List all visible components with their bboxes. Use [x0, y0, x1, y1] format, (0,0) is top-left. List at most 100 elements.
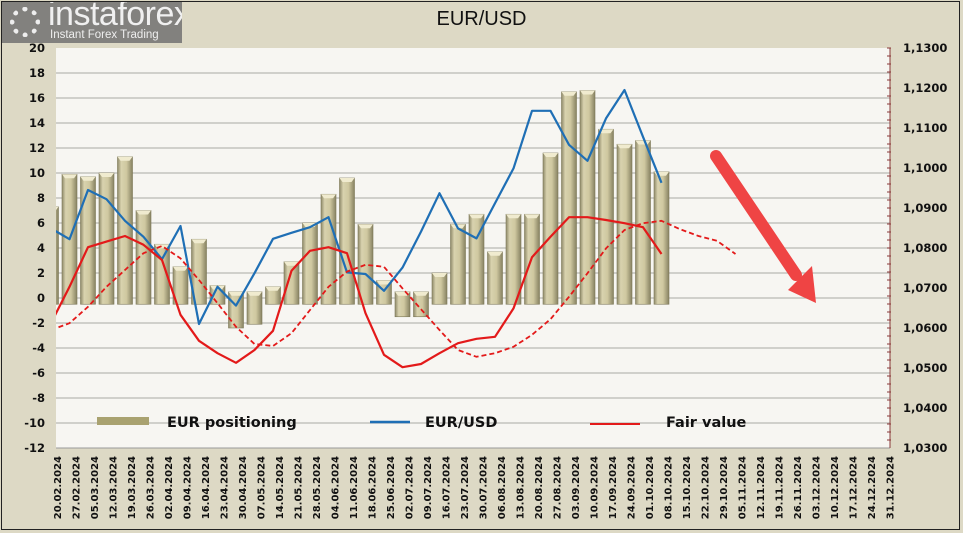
left-axis-tick-label: 2 [37, 266, 45, 280]
x-axis-tick-label: 28.05.2024 [312, 456, 323, 519]
bar-body [653, 171, 670, 305]
left-axis-tick-label: 4 [37, 241, 45, 255]
left-axis-tick-label: 6 [37, 216, 45, 230]
x-axis-tick-label: 14.05.2024 [275, 456, 286, 519]
bar-top-bevel [80, 176, 96, 181]
x-axis-tick-label: 09.07.2024 [423, 456, 434, 519]
left-axis-tick-label: -4 [32, 341, 45, 355]
x-axis-tick-label: 01.10.2024 [645, 456, 656, 519]
logo-name: instaforex [48, 2, 182, 33]
x-axis-tick-label: 12.03.2024 [109, 456, 120, 519]
bar [542, 152, 559, 305]
bar-body [302, 222, 318, 305]
bar-top-bevel [339, 178, 355, 182]
bar [635, 140, 651, 305]
bar-top-bevel [506, 214, 521, 219]
x-axis-tick-label: 30.07.2024 [479, 456, 490, 519]
bar-body [283, 261, 300, 305]
bar-body [542, 152, 559, 305]
bar [117, 156, 133, 305]
left-axis-tick-label: -12 [24, 441, 45, 455]
x-axis-tick-label: 15.10.2024 [682, 456, 693, 519]
x-axis-tick-label: 16.07.2024 [442, 456, 453, 519]
right-axis-tick-label: 1,0500 [903, 361, 947, 375]
bar-top-bevel [358, 224, 373, 229]
x-axis-tick-label: 19.03.2024 [127, 456, 138, 519]
x-axis-tick-label: 20.08.2024 [534, 456, 545, 519]
bar [653, 171, 670, 305]
x-axis-tick-label: 03.12.2024 [812, 456, 823, 519]
x-axis-tick-label: 10.12.2024 [830, 456, 841, 519]
x-axis-tick-label: 10.09.2024 [590, 456, 601, 519]
left-axis-tick-label: 14 [29, 116, 45, 130]
bar-top-bevel [321, 194, 336, 199]
bar [450, 223, 466, 305]
x-axis-tick-label: 05.11.2024 [738, 456, 749, 519]
bar-top-bevel [598, 129, 614, 134]
x-axis-tick-label: 29.10.2024 [719, 456, 730, 519]
left-axis-tick-label: 8 [37, 191, 45, 205]
right-axis-tick-label: 1,0900 [903, 201, 947, 215]
instaforex-logo: instaforex Instant Forex Trading [2, 2, 182, 43]
bar-top-bevel [561, 91, 577, 96]
bar-top-bevel [580, 90, 595, 95]
x-axis-tick-label: 24.09.2024 [627, 456, 638, 519]
bar-top-bevel [487, 251, 503, 256]
left-axis-tick-label: 10 [29, 166, 45, 180]
bar-top-bevel [432, 273, 447, 277]
bar [302, 222, 318, 305]
right-axis-tick-label: 1,1300 [903, 41, 947, 55]
bar [598, 128, 614, 305]
bar-top-bevel [62, 174, 77, 179]
bar [172, 266, 189, 305]
x-axis-tick-label: 12.11.2024 [756, 456, 767, 519]
x-axis-tick-label: 22.10.2024 [701, 456, 712, 519]
bar [505, 213, 522, 305]
x-axis-tick-label: 04.06.2024 [331, 456, 342, 519]
fair-value-dashed-line [56, 219, 737, 358]
bar [265, 286, 281, 305]
right-axis-tick-label: 1,0600 [903, 321, 947, 335]
bar-body [80, 176, 96, 305]
right-axis-tick-label: 1,1100 [903, 121, 947, 135]
right-axis-tick-label: 1,0700 [903, 281, 947, 295]
bar [357, 223, 374, 305]
x-axis-tick-label: 03.09.2024 [571, 456, 582, 519]
bar [431, 272, 448, 305]
bar-top-bevel [376, 280, 392, 285]
down-arrow-annotation [710, 150, 816, 303]
left-axis-tick-label: 12 [29, 141, 45, 155]
x-axis-tick-label: 21.05.2024 [294, 456, 305, 519]
bar [394, 291, 411, 318]
left-axis-tick-label: 18 [29, 66, 45, 80]
bar [413, 291, 429, 318]
x-axis-tick-label: 05.03.2024 [90, 456, 101, 519]
legend-swatch-positioning [97, 417, 149, 425]
bar [487, 251, 503, 305]
fair-value-line [56, 216, 663, 369]
x-axis-tick-label: 19.11.2024 [775, 456, 786, 519]
x-axis-tick-label: 02.04.2024 [164, 456, 175, 519]
bar-top-bevel [117, 156, 133, 161]
bar-body [246, 291, 263, 325]
left-axis-tick-label: -8 [32, 391, 45, 405]
logo-tagline: Instant Forex Trading [50, 29, 159, 41]
bar [246, 291, 263, 325]
x-axis-tick-label: 26.03.2024 [146, 456, 157, 519]
x-axis-tick-label: 09.04.2024 [183, 456, 194, 519]
x-axis-tick-label: 27.02.2024 [72, 456, 83, 519]
x-axis-tick-label: 24.12.2024 [867, 456, 878, 519]
bar [579, 90, 596, 305]
x-axis-tick-label: 16.04.2024 [201, 456, 212, 519]
bar-body [561, 91, 577, 305]
x-axis-tick-label: 11.06.2024 [349, 456, 360, 519]
right-axis-tick-label: 1,1000 [903, 161, 947, 175]
bar-body [339, 177, 355, 305]
x-axis-tick-label: 23.07.2024 [460, 456, 471, 519]
bar-top-bevel [56, 206, 59, 211]
left-axis-tick-label: -2 [32, 316, 45, 330]
bar [339, 177, 355, 305]
right-axis-tick-label: 1,1200 [903, 81, 947, 95]
bar-body [450, 223, 466, 305]
